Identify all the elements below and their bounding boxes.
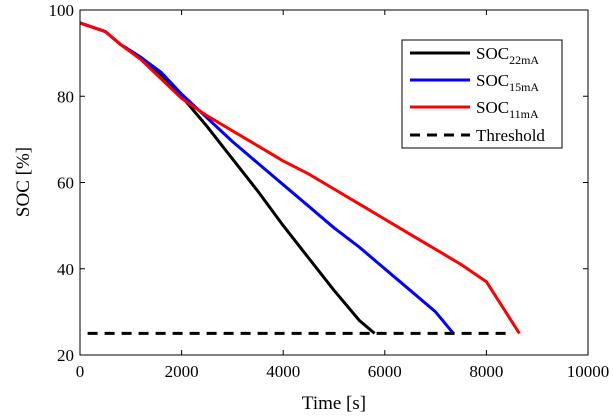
x-axis-label: Time [s] xyxy=(302,393,366,414)
legend: SOC22mA SOC15mA SOC11mA Threshold xyxy=(401,39,563,149)
x-tick-label: 6000 xyxy=(368,362,402,381)
legend-label: Threshold xyxy=(476,126,545,145)
legend-label: SOC15mA xyxy=(476,71,539,94)
legend-item-soc-22ma: SOC22mA xyxy=(410,44,539,67)
y-tick-label: 20 xyxy=(57,346,74,365)
legend-label: SOC11mA xyxy=(476,98,539,121)
tick-layer: 0 2000 4000 6000 8000 10000 20 40 60 80 100 xyxy=(49,1,610,381)
plot-frame xyxy=(79,9,589,356)
series-layer xyxy=(79,21,521,335)
y-axis-label: SOC [%] xyxy=(13,147,34,217)
legend-item-soc-11ma: SOC11mA xyxy=(410,98,539,121)
x-tick-label: 2000 xyxy=(165,362,199,381)
legend-label: SOC22mA xyxy=(476,44,539,67)
legend-item-threshold: Threshold xyxy=(410,126,545,145)
y-tick-label: 40 xyxy=(57,260,74,279)
y-tick-label: 100 xyxy=(49,1,75,20)
x-tick-label: 10000 xyxy=(567,362,610,381)
legend-box xyxy=(401,39,563,149)
soc-11ma-line xyxy=(79,21,521,335)
y-tick-label: 80 xyxy=(57,87,74,106)
y-tick-label: 60 xyxy=(57,174,74,193)
x-tick-label: 4000 xyxy=(266,362,300,381)
legend-items: SOC22mA SOC15mA SOC11mA Threshold xyxy=(410,44,545,145)
x-tick-label: 0 xyxy=(76,362,85,381)
legend-item-soc-15ma: SOC15mA xyxy=(410,71,539,94)
x-tick-label: 8000 xyxy=(469,362,503,381)
